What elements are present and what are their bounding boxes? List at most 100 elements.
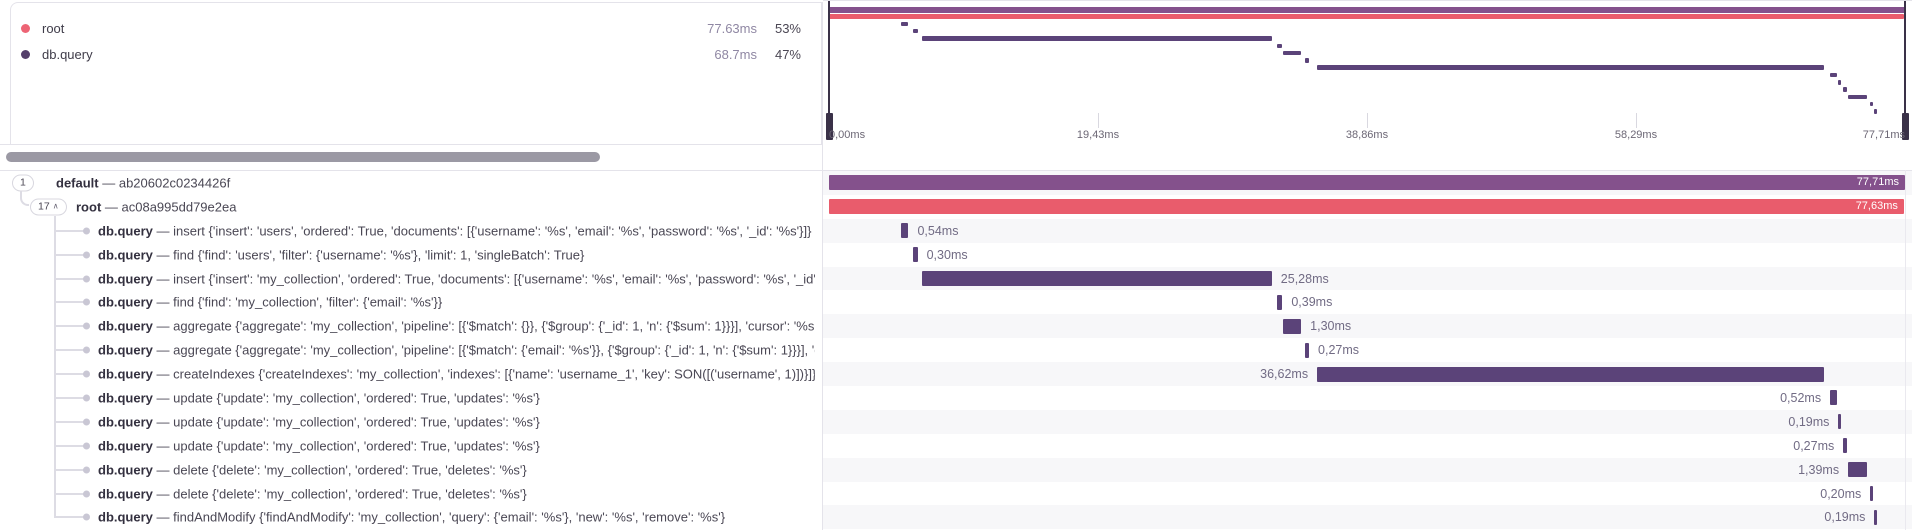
span-duration-bar[interactable] <box>1283 318 1302 334</box>
span-operation-name: db.query <box>98 390 153 406</box>
span-row[interactable]: db.query — createIndexes {'createIndexes… <box>0 362 1912 387</box>
span-row-label-cell[interactable]: db.query — findAndModify {'findAndModify… <box>0 505 823 530</box>
span-row-label-cell[interactable]: db.query — aggregate {'aggregate': 'my_c… <box>0 338 823 363</box>
minimap-span <box>829 14 1904 19</box>
span-row-label-cell[interactable]: db.query — aggregate {'aggregate': 'my_c… <box>0 314 823 339</box>
span-operation-name: db.query <box>98 414 153 430</box>
span-row[interactable]: db.query — update {'update': 'my_collect… <box>0 386 1912 410</box>
horizontal-scrollbar-thumb[interactable] <box>6 152 600 162</box>
span-row[interactable]: db.query — update {'update': 'my_collect… <box>0 409 1912 434</box>
span-duration-bar[interactable] <box>1874 509 1878 525</box>
span-description: db.query — findAndModify {'findAndModify… <box>98 509 726 525</box>
tree-connector-line <box>54 277 84 280</box>
tree-elbow-connector <box>20 191 29 206</box>
span-row-timeline-cell: 0,19ms <box>823 505 1912 530</box>
span-row[interactable]: 1 default — ab20602c0234426f 77,71ms <box>0 171 1912 195</box>
span-row-label-cell[interactable]: db.query — delete {'delete': 'my_collect… <box>0 457 823 482</box>
span-duration-bar[interactable] <box>921 271 1272 286</box>
span-row-timeline-cell: 0,52ms <box>823 386 1912 410</box>
span-row-label-cell[interactable]: db.query — update {'update': 'my_collect… <box>0 409 823 434</box>
span-duration-bar[interactable] <box>1848 462 1868 478</box>
span-duration-bar[interactable]: 77,63ms <box>829 199 1904 215</box>
axis-tick <box>1367 113 1368 128</box>
span-row-label-cell[interactable]: db.query — insert {'insert': 'my_collect… <box>0 266 823 291</box>
span-duration-bar[interactable] <box>1305 342 1310 358</box>
tree-node-dot <box>83 298 90 306</box>
tree-node-dot <box>83 466 90 474</box>
legend-item-root[interactable]: root 77.63ms 53% <box>11 15 821 41</box>
span-row[interactable]: db.query — update {'update': 'my_collect… <box>0 433 1912 458</box>
span-row[interactable]: db.query — find {'find': 'my_collection'… <box>0 290 1912 315</box>
span-duration-bar[interactable] <box>1870 486 1873 502</box>
span-row[interactable]: db.query — aggregate {'aggregate': 'my_c… <box>0 314 1912 339</box>
span-operation-name: db.query <box>98 462 153 478</box>
span-row-label-cell[interactable]: db.query — insert {'insert': 'users', 'o… <box>0 218 823 243</box>
tree-connector-line <box>54 444 84 447</box>
span-operation-name: db.query <box>98 366 153 382</box>
axis-tick-label: 58,29ms <box>1614 129 1658 141</box>
minimap-track[interactable] <box>829 1 1905 115</box>
span-row[interactable]: db.query — findAndModify {'findAndModify… <box>0 505 1912 530</box>
child-count-badge[interactable]: 17 ∧ <box>30 198 67 216</box>
span-operation-name: db.query <box>98 271 153 286</box>
span-row[interactable]: db.query — delete {'delete': 'my_collect… <box>0 457 1912 482</box>
span-description: db.query — delete {'delete': 'my_collect… <box>98 462 527 478</box>
legend-item-db.query[interactable]: db.query 68.7ms 47% <box>11 41 821 67</box>
span-description: db.query — createIndexes {'createIndexes… <box>98 366 815 382</box>
horizontal-scrollbar[interactable] <box>0 145 823 170</box>
span-row-label-cell[interactable]: 1 default — ab20602c0234426f <box>0 171 823 195</box>
span-duration-bar[interactable] <box>901 223 909 239</box>
span-row-timeline-cell: 1,39ms <box>823 457 1912 482</box>
span-row-label-cell[interactable]: db.query — delete {'delete': 'my_collect… <box>0 481 823 506</box>
span-duration-label: 0,20ms <box>1820 486 1862 501</box>
span-row[interactable]: db.query — insert {'insert': 'users', 'o… <box>0 218 1912 243</box>
span-row-label-cell[interactable]: db.query — createIndexes {'createIndexes… <box>0 362 823 387</box>
span-row-label-cell[interactable]: db.query — update {'update': 'my_collect… <box>0 386 823 410</box>
span-row[interactable]: db.query — insert {'insert': 'my_collect… <box>0 266 1912 291</box>
span-duration-label: 0,27ms <box>1793 438 1835 453</box>
minimap-span <box>913 28 918 34</box>
span-duration-bar[interactable] <box>1276 294 1283 310</box>
span-operation-name: root <box>76 199 102 215</box>
minimap-right-handle[interactable] <box>1901 1 1909 140</box>
axis-tick-label: 19,43ms <box>1076 129 1120 141</box>
tree-connector-line <box>54 349 84 352</box>
span-duration-label: 0,19ms <box>1788 414 1830 429</box>
span-row-label-cell[interactable]: db.query — find {'find': 'users', 'filte… <box>0 242 823 267</box>
span-duration-bar[interactable]: 77,71ms <box>829 175 1905 191</box>
child-count-badge[interactable]: 1 <box>12 174 34 192</box>
span-row-timeline-cell: 25,28ms <box>823 266 1912 291</box>
tree-node-dot <box>83 227 90 235</box>
span-row[interactable]: db.query — aggregate {'aggregate': 'my_c… <box>0 338 1912 363</box>
trace-minimap[interactable]: 0,00ms 19,43ms 38,86ms 58,29ms 77,71ms <box>823 0 1912 145</box>
span-row[interactable]: db.query — find {'find': 'users', 'filte… <box>0 242 1912 267</box>
tree-connector-line <box>54 301 84 304</box>
span-duration-bar[interactable] <box>1843 438 1847 454</box>
span-row[interactable]: db.query — delete {'delete': 'my_collect… <box>0 481 1912 506</box>
span-row[interactable]: 17 ∧ root — ac08a995dd79e2ea 77,63ms <box>0 194 1912 219</box>
tree-connector-line <box>54 468 84 471</box>
span-row-label-cell[interactable]: db.query — update {'update': 'my_collect… <box>0 433 823 458</box>
tree-node-dot <box>83 251 90 259</box>
span-duration-label: 0,30ms <box>926 247 968 262</box>
span-duration-bar[interactable] <box>1830 390 1838 406</box>
span-row-label-cell[interactable]: 17 ∧ root — ac08a995dd79e2ea <box>0 194 823 219</box>
minimap-span <box>1317 65 1825 70</box>
tree-node-dot <box>83 418 90 426</box>
span-row-timeline-cell: 0,20ms <box>823 482 1912 506</box>
minimap-span <box>1843 87 1847 92</box>
minimap-left-handle[interactable] <box>825 1 833 140</box>
tree-connector-line <box>54 420 84 423</box>
minimap-span <box>1874 109 1878 114</box>
minimap-span <box>921 36 1272 41</box>
span-row-label-cell[interactable]: db.query — find {'find': 'my_collection'… <box>0 290 823 315</box>
span-duration-bar[interactable] <box>1317 366 1825 382</box>
span-duration-bar[interactable] <box>913 247 918 263</box>
span-duration-label: 0,27ms <box>1318 343 1360 358</box>
span-duration-bar[interactable] <box>1838 414 1842 430</box>
panel-divider <box>822 2 823 530</box>
span-row-timeline-cell: 77,63ms <box>823 195 1912 219</box>
tree-connector-line <box>54 492 84 495</box>
legend-percent: 53% <box>774 20 801 36</box>
span-description: db.query — delete {'delete': 'my_collect… <box>98 486 527 502</box>
